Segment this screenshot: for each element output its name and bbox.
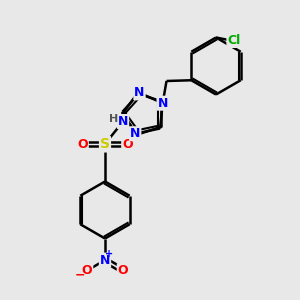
Text: S: S	[100, 137, 110, 151]
Text: N: N	[100, 254, 110, 267]
Text: O: O	[118, 264, 128, 277]
Text: N: N	[118, 115, 128, 128]
Text: N: N	[130, 127, 140, 140]
Text: N: N	[158, 97, 168, 110]
Text: +: +	[105, 249, 114, 259]
Text: −: −	[74, 268, 85, 282]
Text: H: H	[109, 113, 118, 124]
Text: O: O	[122, 137, 133, 151]
Text: O: O	[77, 137, 88, 151]
Text: Cl: Cl	[227, 34, 241, 47]
Text: N: N	[134, 86, 145, 99]
Text: O: O	[82, 264, 92, 277]
